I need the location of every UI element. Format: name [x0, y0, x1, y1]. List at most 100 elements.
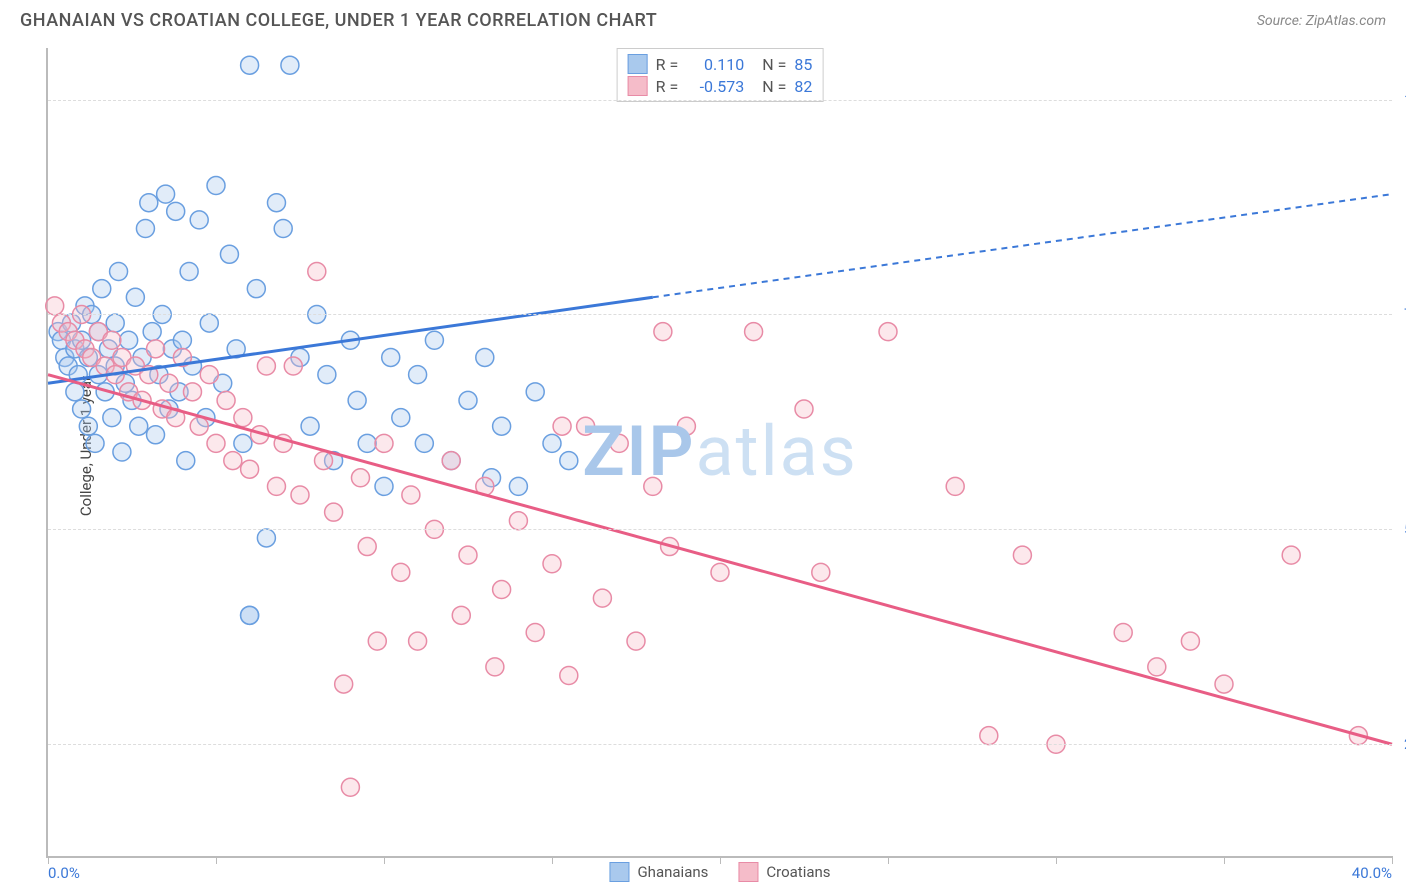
scatter-point-ghanaians: [177, 452, 195, 470]
scatter-point-ghanaians: [459, 391, 477, 409]
scatter-point-ghanaians: [509, 477, 527, 495]
scatter-point-croatians: [257, 357, 275, 375]
scatter-point-ghanaians: [157, 185, 175, 203]
x-tick: [888, 856, 889, 864]
scatter-point-ghanaians: [281, 56, 299, 74]
scatter-point-croatians: [315, 452, 333, 470]
scatter-point-croatians: [1114, 624, 1132, 642]
scatter-point-croatians: [160, 374, 178, 392]
scatter-point-ghanaians: [318, 366, 336, 384]
scatter-point-ghanaians: [66, 383, 84, 401]
scatter-point-croatians: [207, 434, 225, 452]
scatter-point-croatians: [1013, 546, 1031, 564]
chart-title: GHANAIAN VS CROATIAN COLLEGE, UNDER 1 YE…: [20, 10, 657, 31]
x-tick: [1056, 856, 1057, 864]
scatter-point-croatians: [224, 452, 242, 470]
scatter-point-ghanaians: [382, 348, 400, 366]
scatter-point-ghanaians: [274, 220, 292, 238]
x-tick: [48, 856, 49, 864]
scatter-point-ghanaians: [415, 434, 433, 452]
regression-line-ghanaians-extrapolated: [653, 194, 1392, 297]
scatter-point-croatians: [593, 589, 611, 607]
x-tick: [1392, 856, 1393, 864]
scatter-point-croatians: [103, 331, 121, 349]
legend-swatch: [609, 862, 629, 882]
scatter-point-ghanaians: [358, 434, 376, 452]
scatter-point-croatians: [654, 323, 672, 341]
legend-swatch: [738, 862, 758, 882]
scatter-point-ghanaians: [173, 331, 191, 349]
scatter-point-croatians: [553, 417, 571, 435]
scatter-point-ghanaians: [79, 417, 97, 435]
scatter-point-ghanaians: [560, 452, 578, 470]
x-tick: [720, 856, 721, 864]
n-label: N =: [762, 55, 786, 74]
gridline-h: [48, 529, 1392, 530]
scatter-point-croatians: [879, 323, 897, 341]
scatter-point-croatians: [392, 563, 410, 581]
scatter-point-croatians: [368, 632, 386, 650]
x-tick: [384, 856, 385, 864]
scatter-point-croatians: [190, 417, 208, 435]
scatter-point-ghanaians: [241, 606, 259, 624]
gridline-h: [48, 744, 1392, 745]
scatter-point-croatians: [627, 632, 645, 650]
scatter-point-croatians: [409, 632, 427, 650]
scatter-point-ghanaians: [147, 426, 165, 444]
x-tick: [216, 856, 217, 864]
scatter-svg: [48, 48, 1392, 856]
x-tick: [1224, 856, 1225, 864]
scatter-point-ghanaians: [241, 56, 259, 74]
correlation-legend: R =0.110N =85R =-0.573N =82: [617, 48, 824, 102]
scatter-point-ghanaians: [493, 417, 511, 435]
scatter-point-ghanaians: [234, 434, 252, 452]
scatter-point-croatians: [46, 297, 64, 315]
scatter-point-ghanaians: [476, 348, 494, 366]
series-legend-item: Croatians: [738, 862, 830, 882]
scatter-point-croatians: [560, 666, 578, 684]
legend-swatch: [628, 54, 648, 74]
legend-row-ghanaians: R =0.110N =85: [628, 53, 813, 75]
scatter-point-ghanaians: [140, 194, 158, 212]
legend-row-croatians: R =-0.573N =82: [628, 75, 813, 97]
scatter-point-croatians: [509, 512, 527, 530]
scatter-point-ghanaians: [257, 529, 275, 547]
scatter-point-ghanaians: [348, 391, 366, 409]
scatter-point-ghanaians: [267, 194, 285, 212]
scatter-point-croatians: [267, 477, 285, 495]
x-axis-min-label: 0.0%: [48, 864, 80, 882]
r-value: 0.110: [686, 55, 744, 74]
scatter-point-ghanaians: [86, 434, 104, 452]
scatter-point-croatians: [351, 469, 369, 487]
legend-swatch: [628, 76, 648, 96]
scatter-point-ghanaians: [136, 220, 154, 238]
scatter-point-croatians: [241, 460, 259, 478]
scatter-point-croatians: [486, 658, 504, 676]
scatter-point-croatians: [711, 563, 729, 581]
scatter-point-croatians: [147, 340, 165, 358]
scatter-point-ghanaians: [130, 417, 148, 435]
scatter-point-croatians: [1148, 658, 1166, 676]
scatter-point-croatians: [459, 546, 477, 564]
scatter-point-croatians: [795, 400, 813, 418]
scatter-point-croatians: [308, 262, 326, 280]
scatter-point-ghanaians: [143, 323, 161, 341]
scatter-point-croatians: [341, 778, 359, 796]
scatter-point-ghanaians: [543, 434, 561, 452]
scatter-point-ghanaians: [126, 288, 144, 306]
gridline-h: [48, 314, 1392, 315]
scatter-point-ghanaians: [113, 443, 131, 461]
scatter-point-croatians: [375, 434, 393, 452]
scatter-point-ghanaians: [200, 314, 218, 332]
scatter-point-ghanaians: [167, 202, 185, 220]
scatter-point-croatians: [234, 409, 252, 427]
gridline-h: [48, 100, 1392, 101]
scatter-point-ghanaians: [180, 262, 198, 280]
scatter-point-ghanaians: [103, 409, 121, 427]
series-name: Croatians: [766, 863, 830, 881]
plot-area: ZIPatlas R =0.110N =85R =-0.573N =82: [48, 48, 1392, 856]
x-tick: [552, 856, 553, 864]
scatter-point-ghanaians: [106, 314, 124, 332]
scatter-point-croatians: [526, 624, 544, 642]
regression-line-croatians: [48, 375, 1392, 745]
